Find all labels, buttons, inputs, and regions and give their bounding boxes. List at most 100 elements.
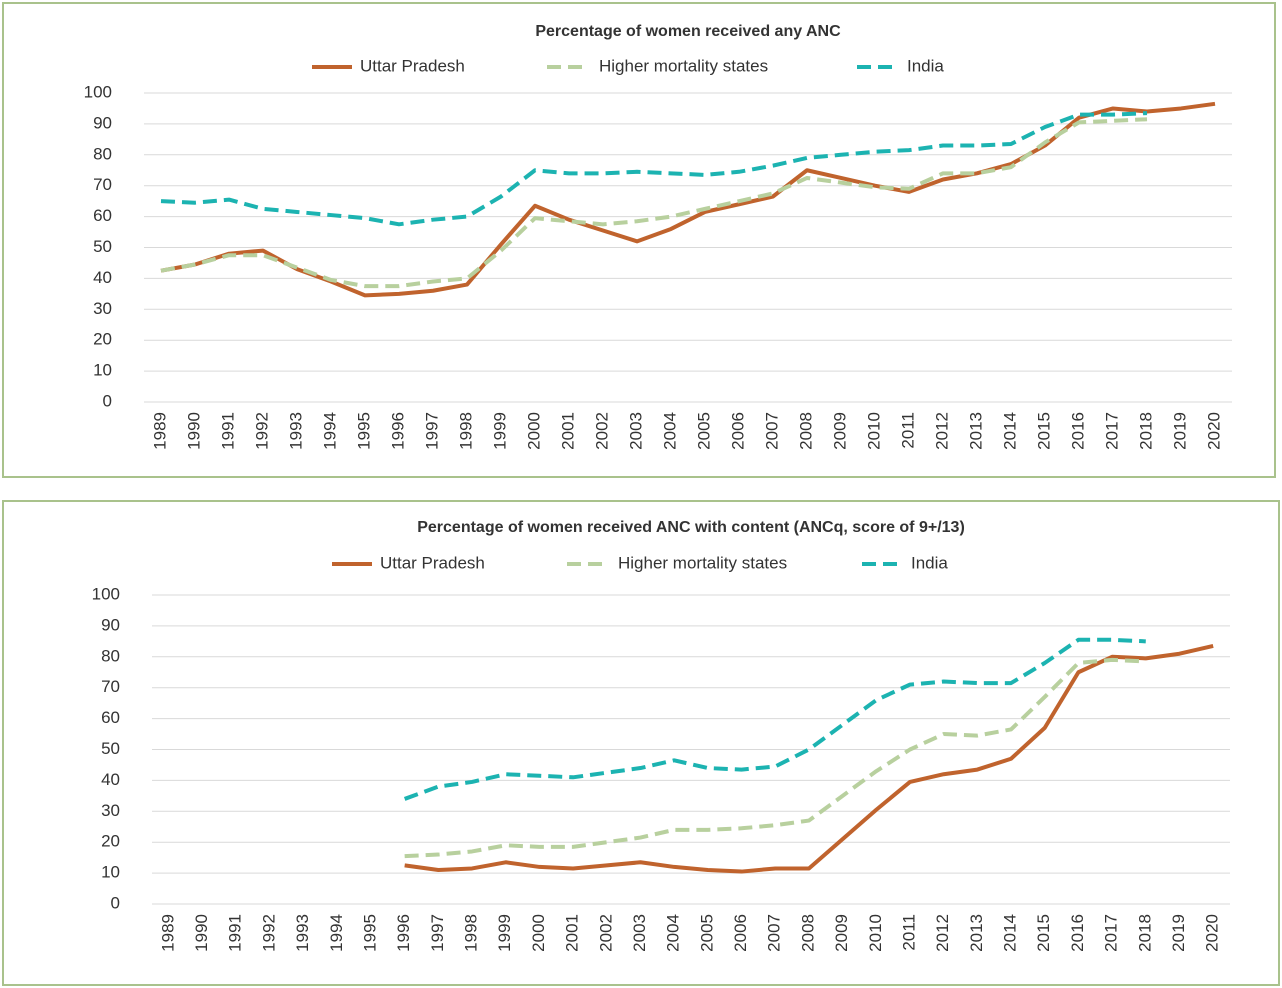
chart-panel: Percentage of women received ANC with co… [2,500,1280,986]
series-line [160,101,1216,298]
x-tick-label: 2020 [1204,412,1223,450]
x-tick-label: 1993 [293,914,312,952]
x-tick-label: 1998 [456,412,475,450]
x-tick-label: 2019 [1169,914,1188,952]
x-tick-label: 1994 [320,412,339,450]
x-tick-label: 2002 [592,412,611,450]
x-tick-label: 2004 [664,914,683,952]
x-tick-label: 2013 [967,914,986,952]
x-tick-label: 2018 [1135,914,1154,952]
x-tick-label: 2017 [1102,412,1121,450]
x-tick-label: 2015 [1034,914,1053,952]
x-tick-label: 2016 [1068,914,1087,952]
series-line [160,117,1148,289]
x-tick-label: 1996 [388,412,407,450]
x-tick-label: 1992 [252,412,271,450]
x-tick-label: 2009 [832,914,851,952]
y-tick-label: 30 [93,299,112,318]
x-tick-label: 2018 [1136,412,1155,450]
x-tick-label: 1997 [428,914,447,952]
legend-label: Uttar Pradesh [380,553,485,572]
x-tick-label: 2016 [1068,412,1087,450]
series-line [404,657,1146,859]
x-tick-label: 1993 [286,412,305,450]
y-tick-label: 20 [101,832,120,851]
x-tick-label: 1999 [490,412,509,450]
x-tick-label: 1989 [158,914,177,952]
legend-label: India [911,553,948,572]
x-tick-label: 1997 [422,412,441,450]
y-tick-label: 40 [101,770,120,789]
x-tick-label: 1992 [259,914,278,952]
x-tick-label: 2004 [660,412,679,450]
series-line [160,111,1148,227]
legend-label: Higher mortality states [618,553,787,572]
x-tick-label: 2000 [529,914,548,952]
x-tick-label: 2007 [762,412,781,450]
x-tick-label: 1995 [354,412,373,450]
y-tick-label: 70 [93,175,112,194]
x-tick-label: 1991 [226,914,245,952]
y-tick-label: 20 [93,330,112,349]
chart-panel: Percentage of women received any ANC 0 10 2… [2,2,1276,478]
x-tick-label: 1995 [360,914,379,952]
legend-label: Higher mortality states [599,56,768,75]
x-tick-label: 2000 [524,412,543,450]
x-tick-label: 2011 [898,412,917,449]
x-tick-label: 2019 [1170,412,1189,450]
legend-label: Uttar Pradesh [360,56,465,75]
x-tick-label: 1998 [462,914,481,952]
y-tick-label: 90 [93,113,112,132]
x-tick-label: 2005 [697,914,716,952]
x-tick-label: 2001 [558,412,577,450]
x-tick-label: 2006 [728,412,747,450]
series-line [404,644,1214,874]
x-tick-label: 1996 [394,914,413,952]
y-tick-label: 30 [101,801,120,820]
y-tick-label: 80 [93,144,112,163]
y-tick-label: 70 [101,677,120,696]
x-tick-label: 2007 [765,914,784,952]
x-tick-label: 2015 [1034,412,1053,450]
x-tick-label: 2003 [630,914,649,952]
x-tick-label: 2014 [1001,914,1020,952]
y-tick-label: 90 [101,615,120,634]
y-tick-label: 60 [93,206,112,225]
x-tick-label: 2006 [731,914,750,952]
x-tick-label: 1989 [150,412,169,450]
series-line [403,637,1146,801]
chart: Percentage of women received ANC with co… [92,519,1230,952]
y-tick-label: 100 [84,82,112,101]
x-tick-label: 2009 [830,412,849,450]
x-tick-label: 2005 [694,412,713,450]
y-tick-label: 80 [101,646,120,665]
x-tick-label: 1990 [184,412,203,450]
y-tick-label: 0 [103,391,112,410]
x-tick-label: 2012 [933,914,952,952]
x-tick-label: 2010 [864,412,883,450]
x-tick-label: 1990 [192,914,211,952]
x-tick-label: 2017 [1102,914,1121,952]
x-tick-label: 2012 [932,412,951,450]
x-tick-label: 2003 [626,412,645,450]
x-tick-label: 2002 [596,914,615,952]
x-tick-label: 2014 [1000,412,1019,450]
legend-label: India [907,56,944,75]
y-tick-label: 50 [93,237,112,256]
chart-title: Percentage of women received ANC with co… [417,519,965,536]
x-tick-label: 2001 [563,914,582,952]
y-tick-label: 60 [101,708,120,727]
x-tick-label: 2011 [899,914,918,951]
x-tick-label: 1991 [218,412,237,450]
chart: Percentage of women received any ANC 0 10 2… [84,23,1232,450]
x-tick-label: 2008 [798,914,817,952]
y-tick-label: 50 [101,739,120,758]
x-tick-label: 1999 [495,914,514,952]
y-tick-label: 10 [93,361,112,380]
x-tick-label: 2020 [1203,914,1222,952]
x-tick-label: 2008 [796,412,815,450]
y-tick-label: 40 [93,268,112,287]
x-tick-label: 2010 [866,914,885,952]
x-tick-label: 2013 [966,412,985,450]
